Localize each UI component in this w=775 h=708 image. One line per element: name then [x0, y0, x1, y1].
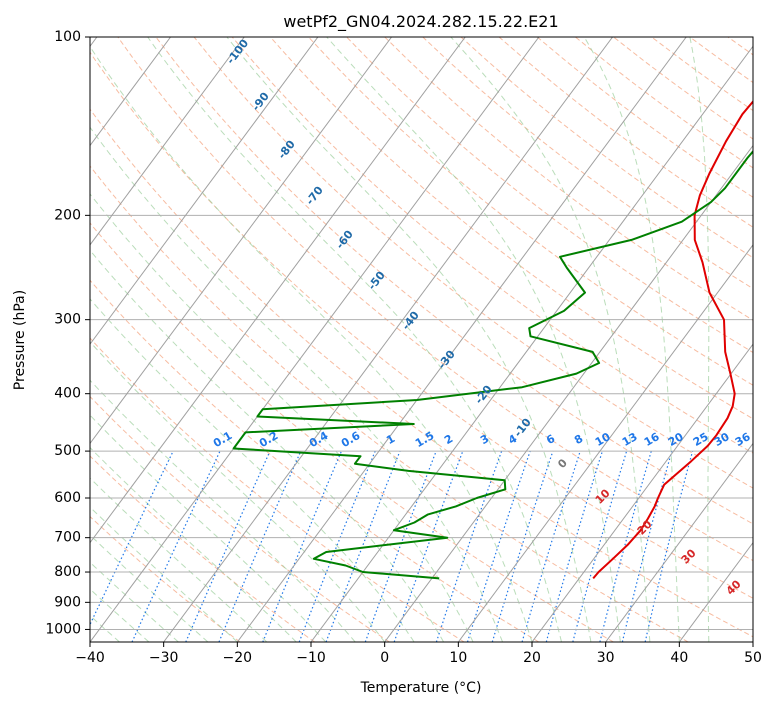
mixing-ratio-line [491, 450, 554, 642]
mixing-ratio-line [364, 450, 437, 642]
dry-adiabat-line [384, 37, 753, 321]
x-axis: −40 −30 −20 −10 0 10 20 30 40 50 [75, 642, 762, 666]
x-tick-label: 50 [744, 650, 762, 666]
y-tick-label: 1000 [45, 621, 81, 637]
moist-adiabat-line [226, 37, 592, 642]
mixing-ratio-line [298, 450, 376, 642]
dry-adiabat-line [308, 37, 753, 386]
mixing-ratio-line [599, 450, 652, 642]
y-tick-label: 900 [54, 594, 81, 610]
moist-adiabat-line [90, 588, 150, 642]
moist-adiabat-line [90, 477, 268, 642]
y-tick-label: 800 [54, 564, 81, 580]
isotherm-line [90, 37, 319, 345]
y-tick-label: 700 [54, 530, 81, 546]
x-axis-label: Temperature (°C) [360, 680, 482, 696]
moist-adiabat-line [147, 37, 562, 642]
moist-adiabat-line [90, 446, 297, 642]
dry-adiabat-line [90, 279, 540, 642]
moist-adiabat-line [90, 379, 356, 642]
y-tick-label: 600 [54, 490, 81, 506]
isotherm-line [457, 244, 753, 642]
mixing-ratio-line [572, 450, 628, 642]
background-lines [90, 37, 753, 642]
mixing-ratio-line [435, 450, 503, 642]
moist-adiabat-line [90, 506, 238, 642]
mixing-ratio-line [185, 450, 271, 642]
isotherm-line [531, 343, 753, 642]
moist-adiabat-line [90, 414, 327, 642]
chart-title: wetPf2_GN04.2024.282.15.22.E21 [283, 12, 558, 32]
dewpoint-profile-line [232, 149, 753, 580]
isotherm-line [605, 442, 753, 642]
dry-adiabat-line [90, 337, 465, 642]
dry-adiabat-line [422, 37, 753, 290]
dry-adiabat-line [90, 165, 689, 642]
dry-adiabat-line [90, 395, 390, 642]
x-tick-label: −40 [75, 650, 105, 666]
dry-adiabat-line [155, 37, 753, 525]
moist-adiabat-line [689, 37, 710, 642]
isotherm-line [90, 37, 392, 445]
isotherm-line [236, 37, 687, 642]
mixing-ratio-line [545, 450, 603, 642]
y-tick-label: 100 [54, 29, 81, 45]
moist-adiabat-line [583, 37, 680, 642]
plot-frame [89, 36, 754, 643]
isotherm-line [90, 37, 245, 246]
moist-adiabat-line [90, 561, 179, 642]
mixing-ratio-line [262, 450, 343, 642]
isotherm-line [384, 144, 753, 642]
moist-adiabat-line [90, 298, 415, 642]
x-tick-label: −10 [296, 650, 326, 666]
moist-adiabat-line [90, 341, 386, 642]
x-tick-label: 40 [670, 650, 688, 666]
y-axis-label: Pressure (hPa) [12, 290, 28, 390]
dry-adiabat-line [90, 51, 753, 599]
moist-adiabat-line [326, 37, 621, 642]
x-tick-label: 0 [380, 650, 389, 666]
isotherm-line [163, 37, 613, 642]
temperature-profile-line [592, 99, 753, 580]
dry-adiabat-line [269, 37, 753, 420]
mixing-ratio-line [521, 450, 581, 642]
sounding-profiles [232, 99, 753, 580]
mixing-ratio-line [466, 450, 531, 642]
x-tick-label: 10 [449, 650, 467, 666]
dry-adiabat-line [193, 37, 753, 489]
isotherm-line [90, 37, 540, 642]
moist-adiabat-line [90, 45, 533, 642]
isotherm-line [90, 37, 466, 544]
mixing-ratio-line [218, 450, 302, 642]
y-tick-label: 500 [54, 443, 81, 459]
dry-adiabat-line [90, 515, 241, 642]
x-tick-label: 20 [523, 650, 541, 666]
y-tick-label: 200 [54, 207, 81, 223]
mixing-ratio-line [325, 450, 401, 642]
isotherm-line [310, 45, 753, 642]
y-tick-label: 300 [54, 312, 81, 328]
y-axis: 100 200 300 400 500 600 700 800 900 1000 [45, 29, 90, 637]
moist-adiabat-line [90, 534, 209, 642]
moist-adiabat-line [450, 37, 651, 642]
moist-adiabat-line [90, 126, 503, 642]
dry-adiabat-line [90, 222, 614, 642]
y-tick-label: 400 [54, 386, 81, 402]
x-tick-label: −30 [149, 650, 179, 666]
x-tick-label: 30 [597, 650, 615, 666]
isotherm-line [90, 37, 171, 147]
x-tick-label: −20 [223, 650, 253, 666]
